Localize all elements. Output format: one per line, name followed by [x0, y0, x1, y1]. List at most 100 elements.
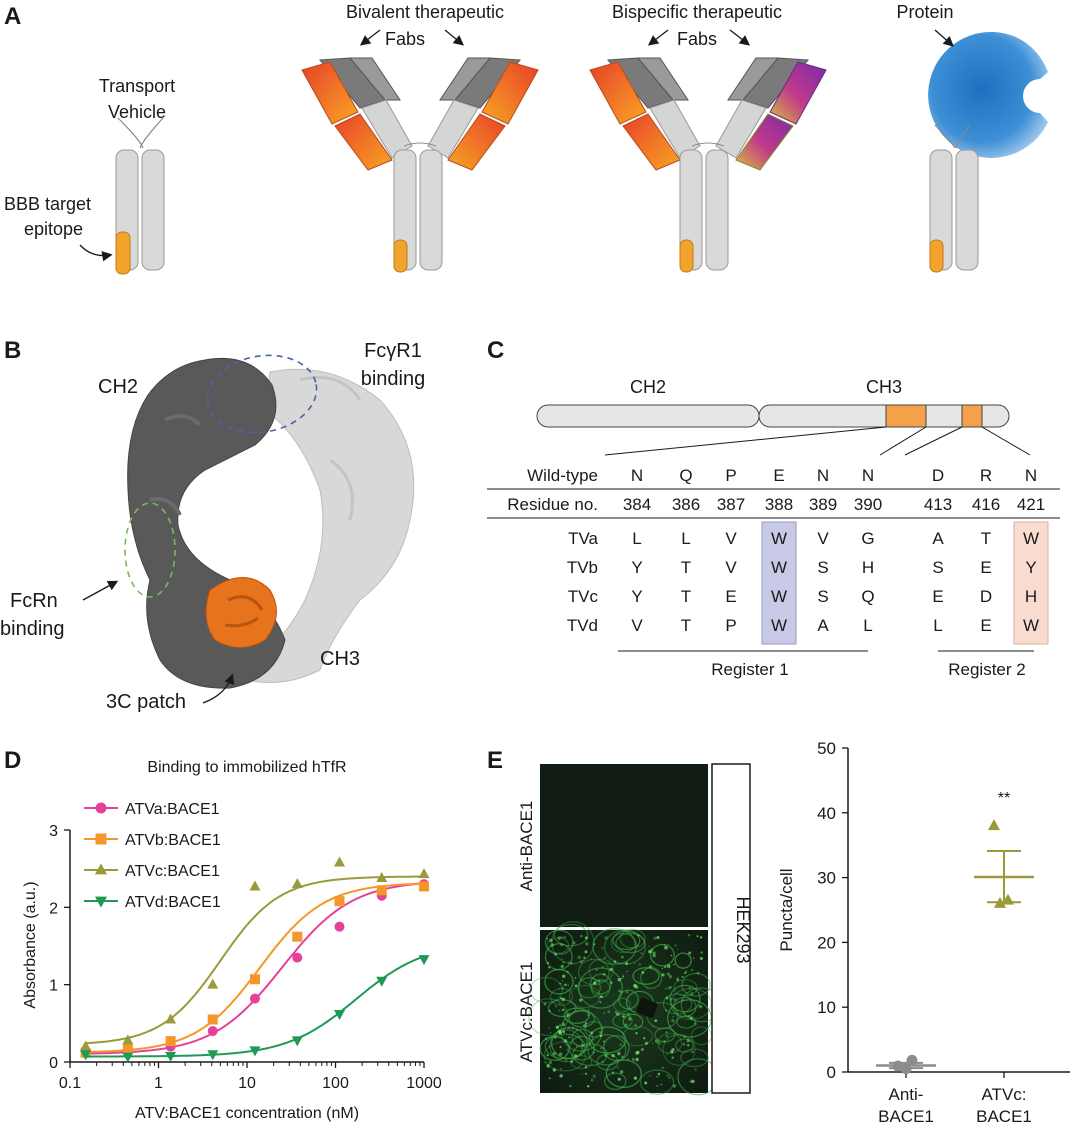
data-point: [122, 1034, 134, 1045]
puncta-dot: [666, 1074, 669, 1077]
variant-cell: W: [771, 616, 787, 635]
puncta-dot: [692, 957, 695, 960]
bispecific-antibody: [589, 57, 827, 273]
puncta-dot: [652, 1025, 655, 1027]
puncta-dot: [689, 1016, 693, 1020]
puncta-dot: [609, 967, 613, 971]
puncta-dot: [633, 983, 637, 988]
puncta-dot: [640, 952, 643, 955]
puncta-dot: [566, 970, 569, 974]
cell-outline: [681, 972, 711, 997]
puncta-dot: [668, 1076, 671, 1079]
puncta-dot: [609, 968, 612, 971]
residue-cell: 384: [623, 495, 651, 514]
puncta-chart: 0 10 20 30 40 50 Anti- BACE1 ATVc: BACE1: [817, 739, 1070, 1126]
puncta-dot: [599, 1034, 603, 1037]
puncta-dot: [596, 969, 598, 971]
x-tick-label: ATVc:: [981, 1085, 1026, 1104]
puncta-dot: [552, 1067, 557, 1072]
data-point: [122, 1052, 134, 1063]
fcrn-label-2: binding: [0, 618, 65, 640]
puncta-dot: [670, 954, 673, 957]
3c-patch-label: 3C patch: [106, 691, 186, 713]
legend-marker: [94, 863, 108, 875]
puncta-dot: [562, 1030, 566, 1033]
data-point: [291, 1036, 303, 1047]
bispecific-label-1: Bispecific therapeutic: [612, 2, 782, 22]
puncta-dot: [623, 1013, 625, 1015]
variant-cell: W: [771, 587, 787, 606]
puncta-dot: [641, 1048, 644, 1051]
puncta-dot: [672, 1084, 677, 1088]
puncta-dot: [681, 975, 684, 978]
residue-cell: 390: [854, 495, 882, 514]
variant-name: TVa: [568, 529, 598, 548]
puncta-dot: [622, 975, 625, 978]
puncta-dot: [585, 942, 589, 946]
wildtype-cell: R: [980, 466, 992, 485]
cell-outline: [578, 967, 623, 1009]
puncta-dot: [568, 1036, 571, 1039]
puncta-dot: [561, 997, 566, 1002]
puncta-dot: [665, 1034, 669, 1038]
puncta-dot: [666, 1053, 668, 1055]
puncta-dot: [576, 1029, 578, 1031]
puncta-dot: [609, 981, 613, 984]
variant-cell: W: [1023, 529, 1039, 548]
cell-outline: [546, 937, 570, 954]
puncta-dot: [669, 997, 673, 1001]
puncta-dot: [627, 1058, 629, 1060]
3c-patch-region: [205, 577, 277, 648]
cell-outline: [563, 1007, 590, 1024]
chart-d-ylabel: Absorbance (a.u.): [22, 881, 39, 1008]
panel-b: B CH2 CH3 FcγR1 binding FcRn binding 3C …: [0, 337, 425, 713]
cell-outline: [604, 929, 646, 965]
puncta-dot: [634, 962, 636, 965]
puncta-dot: [682, 1042, 686, 1046]
puncta-dot: [562, 961, 565, 964]
wildtype-cell: N: [631, 466, 643, 485]
variant-name: TVd: [567, 616, 598, 635]
variant-cell: D: [980, 587, 992, 606]
puncta-dot: [689, 1080, 692, 1083]
cell-outline: [577, 977, 601, 999]
x-tick-label: 1000: [406, 1075, 442, 1092]
puncta-dot: [618, 989, 621, 993]
puncta-dot: [555, 1005, 557, 1007]
variant-cell: P: [725, 616, 736, 635]
y-tick-label: 10: [817, 998, 836, 1017]
puncta-dot: [633, 1076, 638, 1080]
wildtype-cell: D: [932, 466, 944, 485]
puncta-dot: [696, 971, 700, 975]
puncta-dot: [561, 1008, 565, 1012]
x-tick-label: BACE1: [878, 1107, 934, 1126]
legend-label: ATVc:BACE1: [125, 863, 220, 880]
wildtype-cell: Q: [679, 466, 692, 485]
puncta-dot: [677, 977, 679, 979]
y-tick-label: 50: [817, 739, 836, 758]
data-point: [987, 819, 1001, 831]
puncta-dot: [635, 1057, 639, 1062]
puncta-dot: [559, 1046, 562, 1048]
cell-outline: [615, 932, 646, 954]
puncta-dot: [566, 1013, 570, 1017]
variant-cell: Y: [1025, 558, 1036, 577]
cell-outline: [544, 968, 574, 995]
puncta-dot: [579, 998, 583, 1002]
puncta-dot: [677, 948, 679, 951]
data-point: [418, 955, 430, 966]
wildtype-cell: N: [862, 466, 874, 485]
puncta-dot: [604, 936, 608, 940]
panel-e-letter: E: [487, 747, 503, 774]
puncta-dot: [666, 964, 671, 968]
residue-label: Residue no.: [507, 495, 598, 514]
puncta-dot: [553, 1068, 556, 1072]
puncta-dot: [563, 935, 567, 939]
data-point: [165, 1013, 177, 1024]
puncta-dot: [654, 1039, 659, 1043]
puncta-dot: [627, 1012, 630, 1015]
puncta-dot: [546, 1054, 549, 1057]
puncta-dot: [544, 1061, 547, 1064]
puncta-dot: [619, 1012, 621, 1014]
wildtype-cell: E: [773, 466, 784, 485]
